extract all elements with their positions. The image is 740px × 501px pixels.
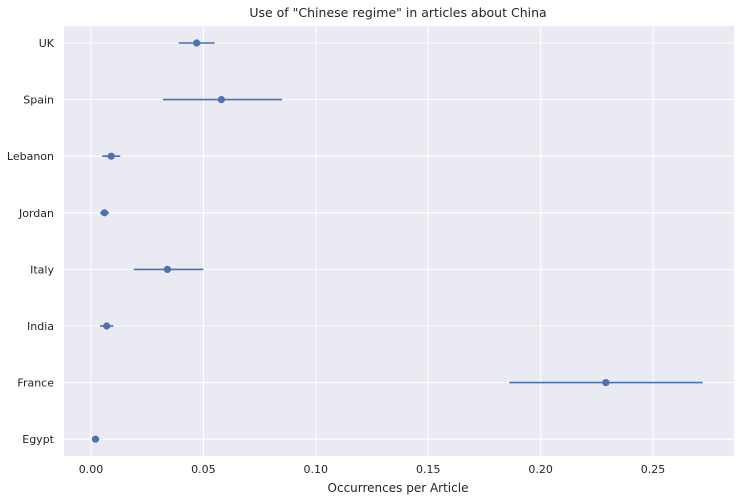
x-tick-label: 0.00	[79, 463, 104, 476]
x-axis-label: Occurrences per Article	[328, 481, 469, 495]
y-tick-label: Lebanon	[7, 150, 54, 163]
x-tick-label: 0.10	[304, 463, 329, 476]
y-tick-label: Egypt	[22, 433, 54, 446]
points	[91, 39, 610, 443]
y-tick-label: Italy	[30, 263, 54, 276]
data-point	[100, 209, 109, 217]
chart-title: Use of "Chinese regime" in articles abou…	[249, 5, 546, 20]
data-point	[107, 152, 115, 160]
data-point	[163, 265, 172, 273]
y-tick-label: France	[17, 377, 54, 390]
x-tick-label: 0.15	[416, 463, 441, 476]
y-tick-label: Spain	[23, 94, 54, 107]
data-point	[217, 96, 225, 104]
y-tick-label: India	[27, 320, 54, 333]
tick-labels: 0.00 0.05 0.10 0.15 0.20 0.25 UK Spain Lebanon Jo…	[7, 37, 665, 476]
y-tick-label: Jordan	[18, 207, 54, 220]
plot-area	[64, 26, 734, 456]
x-tick-label: 0.05	[191, 463, 216, 476]
x-tick-label: 0.25	[641, 463, 666, 476]
data-point	[91, 435, 100, 443]
y-tick-label: UK	[39, 37, 55, 50]
data-point	[103, 322, 111, 330]
x-tick-label: 0.20	[528, 463, 553, 476]
data-point	[193, 39, 201, 47]
data-point	[602, 379, 610, 387]
